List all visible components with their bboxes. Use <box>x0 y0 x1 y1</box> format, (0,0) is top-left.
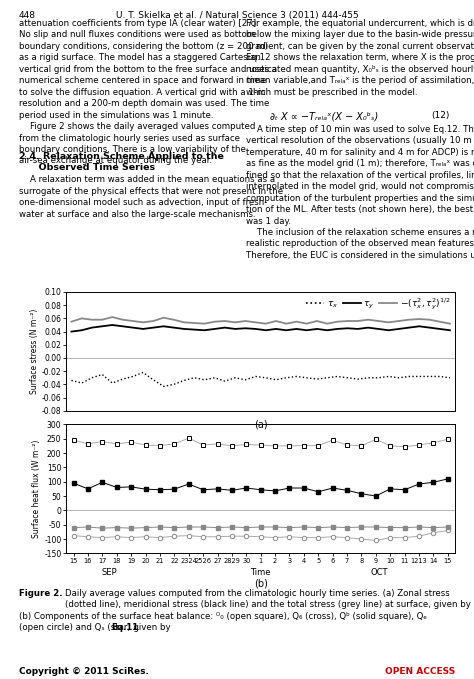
Text: ∂ₜ X ∝ −Tᵣₑₗₐˣ(X − X₀ᵇₛ): ∂ₜ X ∝ −Tᵣₑₗₐˣ(X − X₀ᵇₛ) <box>270 111 378 122</box>
Text: (b) Components of the surface heat balance: ᴼ₀ (open square), Q₆ (cross), Qᵇ (so: (b) Components of the surface heat balan… <box>19 612 427 621</box>
Text: A time step of 10 min was used to solve Eq.12. The
vertical resolution of the ob: A time step of 10 min was used to solve … <box>246 125 474 260</box>
Text: OCT: OCT <box>371 568 388 577</box>
Text: Copyright © 2011 SciRes.: Copyright © 2011 SciRes. <box>19 667 149 676</box>
Text: Time: Time <box>250 568 271 577</box>
Y-axis label: Surface heat flux (W m⁻²): Surface heat flux (W m⁻²) <box>33 440 41 538</box>
Text: Figure 2.: Figure 2. <box>19 589 63 598</box>
Text: Daily average values computed from the climatologic hourly time series. (a) Zona: Daily average values computed from the c… <box>65 589 474 609</box>
Text: A relaxation term was added in the mean equations as a
surrogate of the physical: A relaxation term was added in the mean … <box>19 175 283 219</box>
Text: SEP: SEP <box>101 568 117 577</box>
Text: (12): (12) <box>431 111 450 120</box>
Text: .: . <box>137 623 139 632</box>
Text: Observed Time Series: Observed Time Series <box>19 163 155 172</box>
Text: (open circle) and Qₛ (star) given by: (open circle) and Qₛ (star) given by <box>19 623 173 632</box>
Text: For example, the equatorial undercurrent, which is driven
below the mixing layer: For example, the equatorial undercurrent… <box>246 19 474 96</box>
Legend: $\tau_x$, $\tau_y$, $-(\tau_x^2,\tau_y^2)^{1/2}$: $\tau_x$, $\tau_y$, $-(\tau_x^2,\tau_y^2… <box>306 297 450 312</box>
Text: attenuation coefficients from type IA (clear water) [27].
No slip and null fluxe: attenuation coefficients from type IA (c… <box>19 19 277 166</box>
Text: U. T. Skielka et al. / Natural Science 3 (2011) 444-455: U. T. Skielka et al. / Natural Science 3… <box>116 11 358 20</box>
Text: 448: 448 <box>19 11 36 20</box>
Text: Eq.11: Eq.11 <box>111 623 138 632</box>
Text: OPEN ACCESS: OPEN ACCESS <box>385 667 455 676</box>
Y-axis label: Surface stress (N m⁻²): Surface stress (N m⁻²) <box>30 309 39 394</box>
Text: (a): (a) <box>254 420 267 430</box>
Text: 2.4. Relaxation Scheme Applied to the: 2.4. Relaxation Scheme Applied to the <box>19 152 224 161</box>
Text: (b): (b) <box>254 579 268 589</box>
